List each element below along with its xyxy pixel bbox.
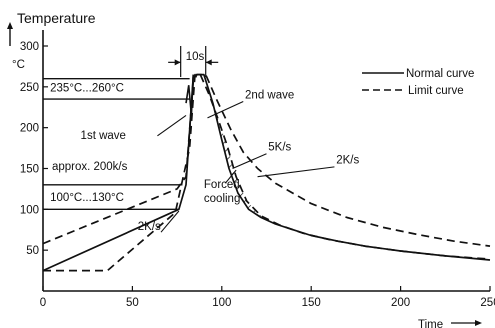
y-tick-label: 150 [20, 164, 39, 176]
annotation-label: 2K/s [336, 155, 359, 167]
annotation-leader [257, 166, 335, 178]
x-tick-label: 0 [40, 297, 46, 309]
y-tick-label: 100 [20, 204, 39, 216]
legend: Normal curve Limit curve [362, 68, 474, 97]
annotation-leader [160, 210, 180, 233]
y-axis-title: Temperature [17, 10, 96, 26]
annotation-leader [157, 114, 187, 137]
limit-curve-line [43, 73, 491, 272]
annotation-label: 2nd wave [245, 89, 294, 101]
annotation-label: 235°C...260°C [50, 83, 124, 95]
forced-cooling-band [212, 103, 491, 260]
x-axis-arrowhead [475, 320, 482, 326]
y-tick-label: 250 [20, 82, 39, 94]
annotation-label: 10s [186, 51, 205, 63]
x-tick-label: 250 [480, 297, 495, 309]
annotation-leader [224, 169, 237, 184]
y-tick-label: 200 [20, 123, 39, 135]
annotation-label: 2K/s [138, 221, 161, 233]
wave-spike [185, 74, 194, 116]
y-axis-unit: °C [12, 59, 25, 71]
x-tick-label: 200 [391, 297, 410, 309]
x-tick-label: 150 [302, 297, 321, 309]
y-axis-arrowhead [7, 22, 13, 29]
x-tick-label: 50 [126, 297, 139, 309]
y-tick-label: 300 [20, 41, 39, 53]
legend-label-normal: Normal curve [406, 68, 474, 80]
annotation-label: 1st wave [81, 130, 126, 142]
legend-label-limit: Limit curve [408, 85, 464, 97]
annotation-leader [232, 153, 267, 170]
x-axis-title: Time [418, 319, 443, 328]
dim-arrowhead [174, 59, 181, 66]
dim-arrowhead [205, 59, 212, 66]
annotation-label: approx. 200k/s [52, 161, 128, 173]
annotation-leader [207, 101, 244, 119]
annotation-forced-cooling: Forced cooling [204, 179, 240, 205]
annotation-label: 5K/s [268, 142, 291, 154]
y-tick-label: 50 [26, 245, 39, 257]
x-tick-label: 100 [212, 297, 231, 309]
annotation-label: 100°C...130°C [50, 192, 124, 204]
